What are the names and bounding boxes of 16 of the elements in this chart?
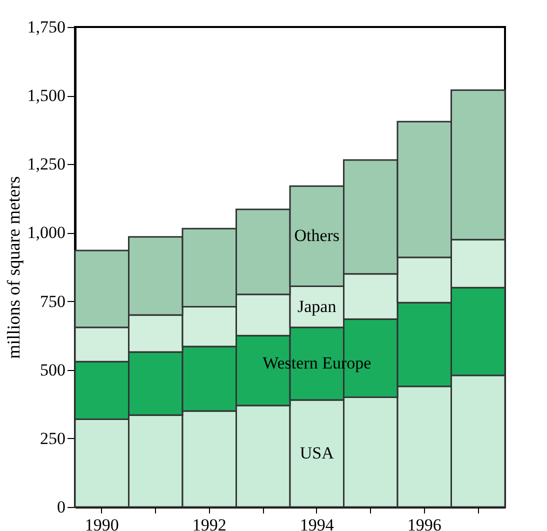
y-tick-label: 1,500	[27, 86, 66, 106]
x-tick-label: 1990	[84, 516, 119, 531]
series-label: Others	[294, 226, 340, 246]
y-tick-label: 250	[40, 428, 66, 448]
series-label: Japan	[298, 296, 337, 316]
series-label: USA	[300, 444, 335, 463]
x-tick-label: 1994	[300, 516, 334, 531]
y-axis-title: millions of square meters	[3, 176, 24, 359]
y-tick-label: 1,000	[27, 223, 66, 242]
x-tick-label: 1992	[192, 516, 226, 531]
x-tick-label: 1996	[407, 516, 442, 531]
y-tick-label: 1,750	[27, 18, 66, 36]
y-tick-label: 1,250	[27, 154, 66, 174]
y-tick-label: 500	[40, 360, 66, 380]
y-tick-label: 0	[57, 498, 66, 516]
y-tick-label: 750	[40, 292, 66, 311]
